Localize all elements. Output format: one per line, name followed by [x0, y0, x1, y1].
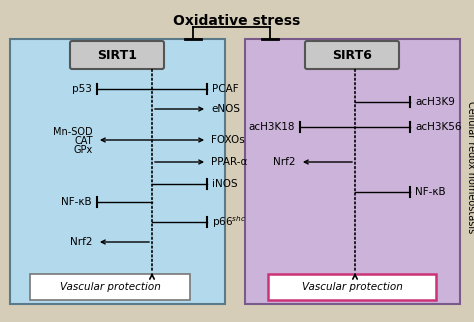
Text: Vascular protection: Vascular protection	[301, 282, 402, 292]
Text: Oxidative stress: Oxidative stress	[173, 14, 301, 28]
Text: iNOS: iNOS	[212, 179, 237, 189]
Text: PPAR-α: PPAR-α	[211, 157, 247, 167]
Text: PCAF: PCAF	[212, 84, 238, 94]
Text: SIRT1: SIRT1	[97, 49, 137, 62]
Text: Mn-SOD: Mn-SOD	[54, 127, 93, 137]
Text: Nrf2: Nrf2	[273, 157, 296, 167]
FancyBboxPatch shape	[268, 274, 436, 300]
FancyBboxPatch shape	[10, 39, 225, 304]
Text: eNOS: eNOS	[211, 104, 240, 114]
Text: p53: p53	[72, 84, 92, 94]
Text: CAT: CAT	[74, 136, 93, 146]
Text: NF-κB: NF-κB	[61, 197, 92, 207]
Text: Cellular redox homeostasis: Cellular redox homeostasis	[466, 101, 474, 233]
FancyBboxPatch shape	[70, 41, 164, 69]
FancyBboxPatch shape	[245, 39, 460, 304]
FancyBboxPatch shape	[30, 274, 190, 300]
FancyBboxPatch shape	[305, 41, 399, 69]
Text: Vascular protection: Vascular protection	[60, 282, 160, 292]
Text: Nrf2: Nrf2	[71, 237, 93, 247]
Text: acH3K18: acH3K18	[248, 122, 295, 132]
Text: NF-κB: NF-κB	[415, 187, 446, 197]
Text: SIRT6: SIRT6	[332, 49, 372, 62]
Text: acH3K9: acH3K9	[415, 97, 455, 107]
Text: p66$^{shc}$: p66$^{shc}$	[212, 214, 246, 230]
Text: FOXOs: FOXOs	[211, 135, 245, 145]
Text: GPx: GPx	[74, 145, 93, 155]
Text: acH3K56: acH3K56	[415, 122, 462, 132]
